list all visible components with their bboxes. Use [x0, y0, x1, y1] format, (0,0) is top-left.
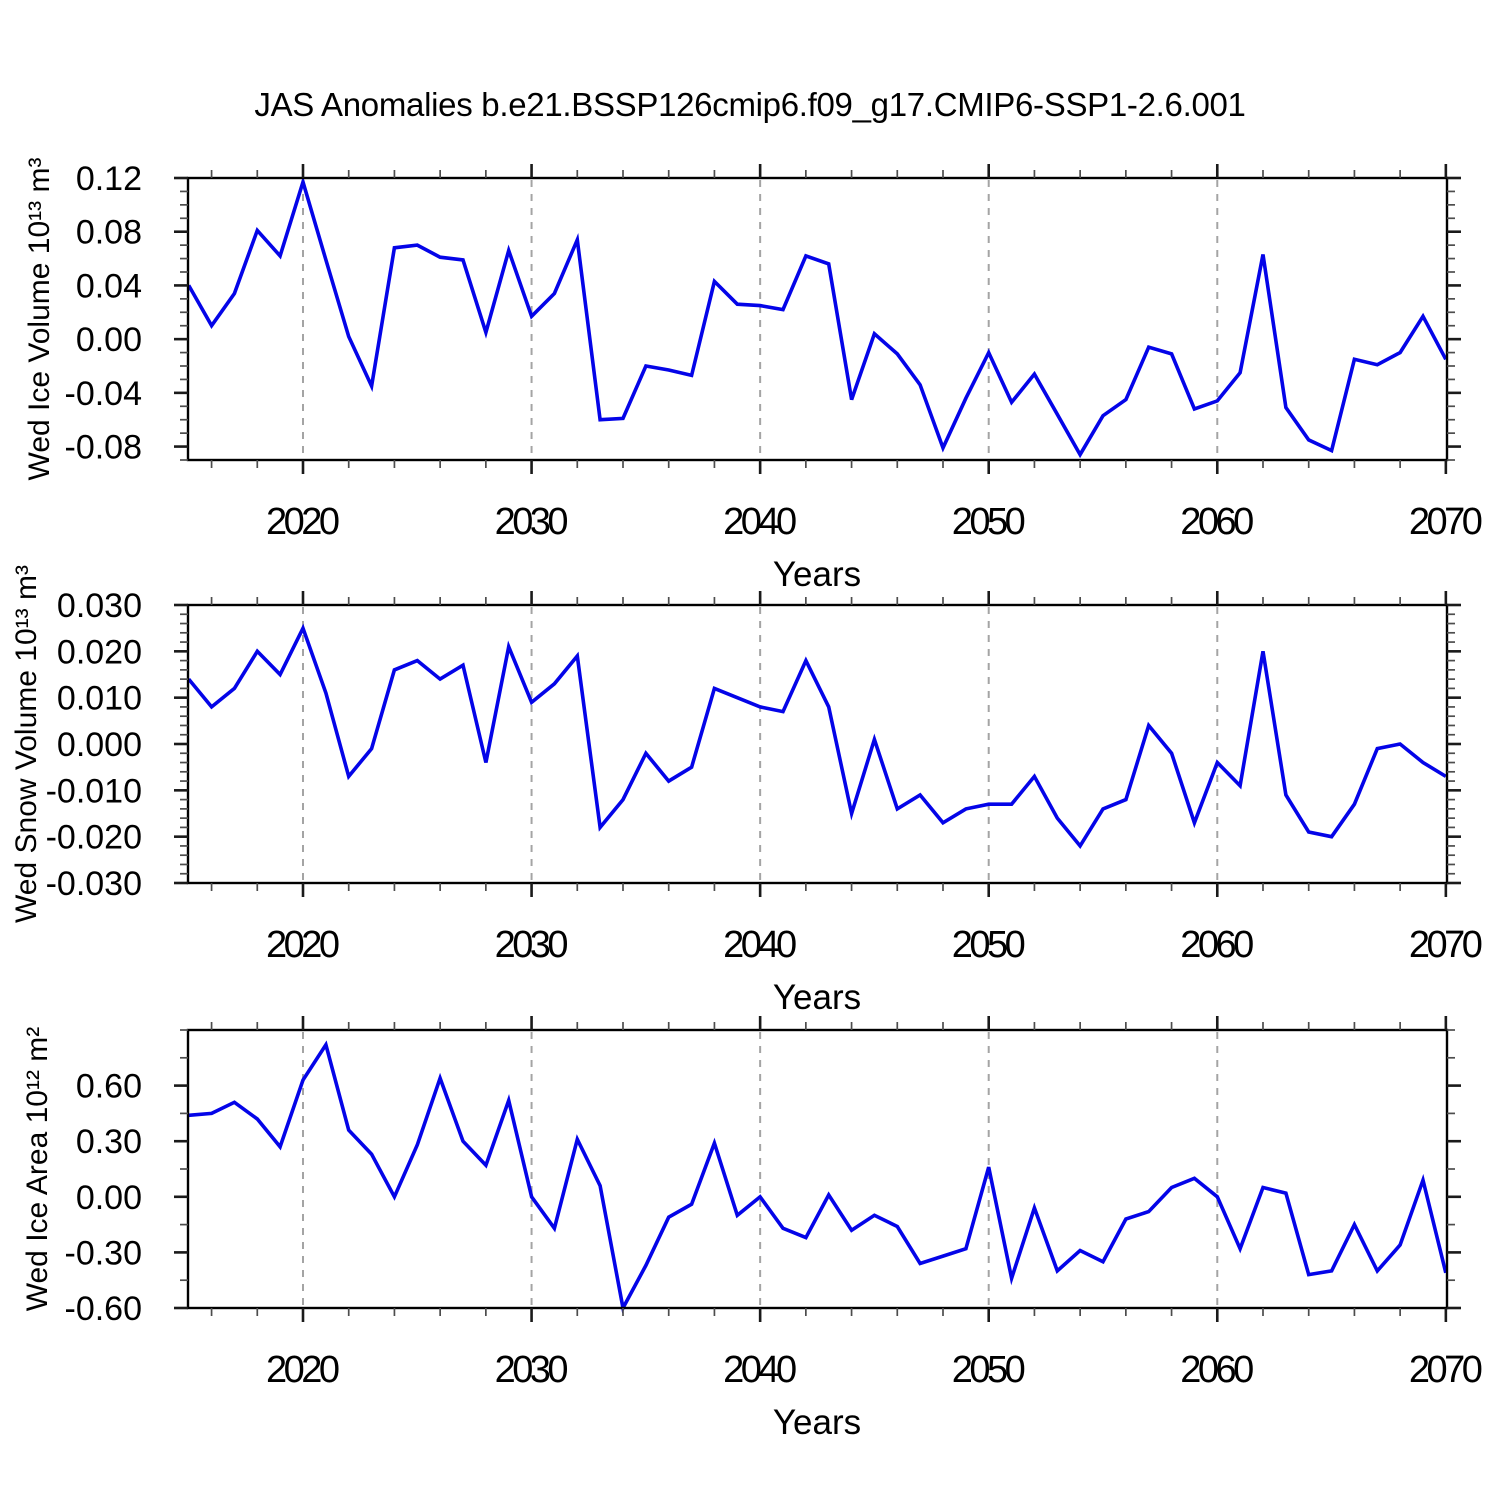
y-tick-label: 0.30: [76, 1123, 142, 1161]
x-tick-label: 2020: [266, 924, 340, 966]
y-tick-label: -0.030: [46, 865, 142, 903]
y-tick-label: 0.000: [57, 726, 142, 764]
y-tick-label: -0.60: [65, 1290, 143, 1328]
x-tick-label: 2020: [266, 501, 340, 543]
x-tick-label: 2050: [952, 501, 1026, 543]
plot-frame: [186, 603, 1449, 885]
axis-ticks: [174, 164, 1461, 474]
data-line-wed-ice-area: [188, 1040, 1448, 1314]
x-tick-label: 2030: [495, 501, 569, 543]
gridlines: [302, 607, 1219, 881]
y-axis-label-snow-volume: Wed Snow Volume 10¹³ m³: [10, 565, 43, 923]
y-tick-label: 0.04: [76, 267, 142, 305]
x-tick-label: 2060: [1180, 1349, 1254, 1391]
x-tick-label: 2060: [1180, 924, 1254, 966]
chart-title: JAS Anomalies b.e21.BSSP126cmip6.f09_g17…: [254, 86, 1246, 123]
y-tick-label: 0.12: [76, 160, 142, 198]
x-tick-label: 2030: [495, 924, 569, 966]
y-tick-label: 0.030: [57, 587, 142, 625]
plot-frame: [186, 1028, 1449, 1310]
y-axis-label-ice-volume: Wed Ice Volume 10¹³ m³: [23, 157, 56, 481]
y-tick-label: 0.00: [76, 321, 142, 359]
x-tick-label: 2060: [1180, 501, 1254, 543]
y-tick-label: 0.00: [76, 1179, 142, 1217]
x-tick-label: 2020: [266, 1349, 340, 1391]
data-line-wed-ice-volume: [187, 175, 1448, 459]
data-line-wed-snow-volume: [187, 623, 1447, 849]
plot-frame: [186, 176, 1449, 462]
x-axis-label-panel2: Years: [772, 978, 862, 1017]
x-tick-label: 2070: [1409, 501, 1483, 543]
y-tick-label: 0.020: [57, 633, 142, 671]
axis-ticks: [174, 1016, 1461, 1322]
x-tick-label: 2070: [1409, 924, 1483, 966]
gridlines: [302, 180, 1219, 458]
y-tick-label: -0.30: [65, 1234, 143, 1272]
x-tick-label: 2050: [952, 924, 1026, 966]
x-tick-label: 2070: [1409, 1349, 1483, 1391]
x-tick-label: 2040: [723, 1349, 797, 1391]
y-tick-label: 0.08: [76, 214, 142, 252]
x-tick-label: 2050: [952, 1349, 1026, 1391]
panel-wed-snow-volume: 2020 2030 2040 2050 2060 2070 0.030 0.020 0.010 0…: [46, 587, 1483, 966]
x-tick-label: 2030: [495, 1349, 569, 1391]
axis-ticks: [174, 591, 1461, 897]
y-axis-label-ice-area: Wed Ice Area 10¹² m²: [21, 1026, 54, 1312]
panel-wed-ice-area: 2020 2030 2040 2050 2060 2070 0.60 0.30 0.00 -0.3…: [65, 1016, 1483, 1391]
y-tick-label: -0.020: [46, 819, 142, 857]
y-tick-label: 0.010: [57, 680, 142, 718]
x-tick-label: 2040: [723, 501, 797, 543]
y-tick-label: -0.04: [65, 375, 143, 413]
x-axis-label-panel1: Years: [772, 555, 862, 594]
y-tick-label: -0.010: [46, 772, 142, 810]
x-axis-label-panel3: Years: [772, 1403, 862, 1442]
y-tick-label: -0.08: [65, 429, 143, 467]
panel-wed-ice-volume: 2020 2030 2040 2050 2060 2070 0.12 0.08 0.04 0.00…: [65, 160, 1483, 543]
y-tick-label: 0.60: [76, 1068, 142, 1106]
x-tick-label: 2040: [723, 924, 797, 966]
